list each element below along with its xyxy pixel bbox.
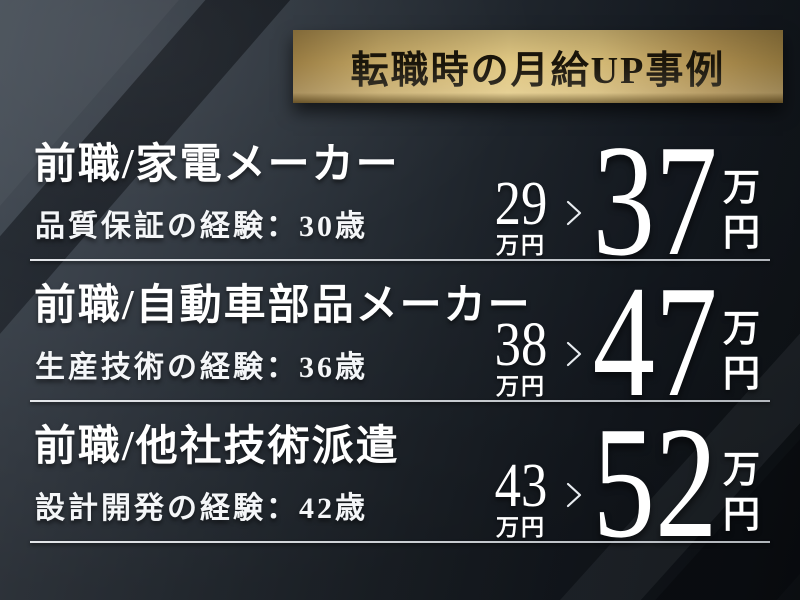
salary-change-group: 29 万円 37 万 円 [490, 110, 760, 289]
case-row: 前職/他社技術派遣 設計開発の経験：42歳 43 万円 52 万 円 [0, 392, 800, 571]
after-unit-top: 万 [723, 168, 760, 210]
arrow-right-icon [566, 200, 583, 226]
after-unit: 万 円 [723, 449, 760, 538]
header-banner: 転職時の月給UP事例 [293, 30, 783, 103]
arrow-right-icon [566, 482, 583, 508]
salary-change-group: 38 万円 47 万 円 [490, 251, 760, 430]
before-salary: 38 万円 [490, 311, 552, 399]
case-subtitle: 生産技術の経験：36歳 [35, 351, 368, 384]
banner-title: 転職時の月給UP事例 [350, 50, 726, 92]
before-salary: 29 万円 [490, 170, 552, 258]
before-unit: 万円 [496, 514, 546, 540]
before-amount: 38 [494, 311, 548, 380]
case-title: 前職/他社技術派遣 [34, 424, 400, 470]
after-amount: 37 [592, 110, 718, 289]
case-title: 前職/自動車部品メーカー [34, 283, 532, 329]
row-separator [30, 541, 770, 543]
arrow-right-icon [566, 341, 583, 367]
after-unit-bottom: 円 [723, 212, 760, 254]
after-amount: 47 [592, 251, 718, 430]
after-unit-top: 万 [723, 450, 760, 492]
row-separator [30, 400, 770, 402]
after-amount: 52 [592, 392, 718, 571]
before-unit: 万円 [496, 232, 546, 258]
salary-change-group: 43 万円 52 万 円 [490, 392, 760, 571]
after-unit-bottom: 円 [723, 494, 760, 536]
after-unit: 万 円 [723, 167, 760, 256]
row-separator [30, 259, 770, 261]
before-unit: 万円 [496, 373, 546, 399]
before-amount: 43 [494, 452, 548, 521]
after-unit: 万 円 [723, 308, 760, 397]
case-subtitle: 設計開発の経験：42歳 [35, 492, 368, 525]
after-unit-bottom: 円 [723, 353, 760, 395]
case-title: 前職/家電メーカー [34, 142, 400, 188]
before-amount: 29 [494, 170, 548, 239]
before-salary: 43 万円 [490, 452, 552, 540]
case-row: 前職/家電メーカー 品質保証の経験：30歳 29 万円 37 万 円 [0, 110, 800, 289]
case-row: 前職/自動車部品メーカー 生産技術の経験：36歳 38 万円 47 万 円 [0, 251, 800, 430]
after-unit-top: 万 [723, 309, 760, 351]
case-subtitle: 品質保証の経験：30歳 [35, 210, 368, 243]
